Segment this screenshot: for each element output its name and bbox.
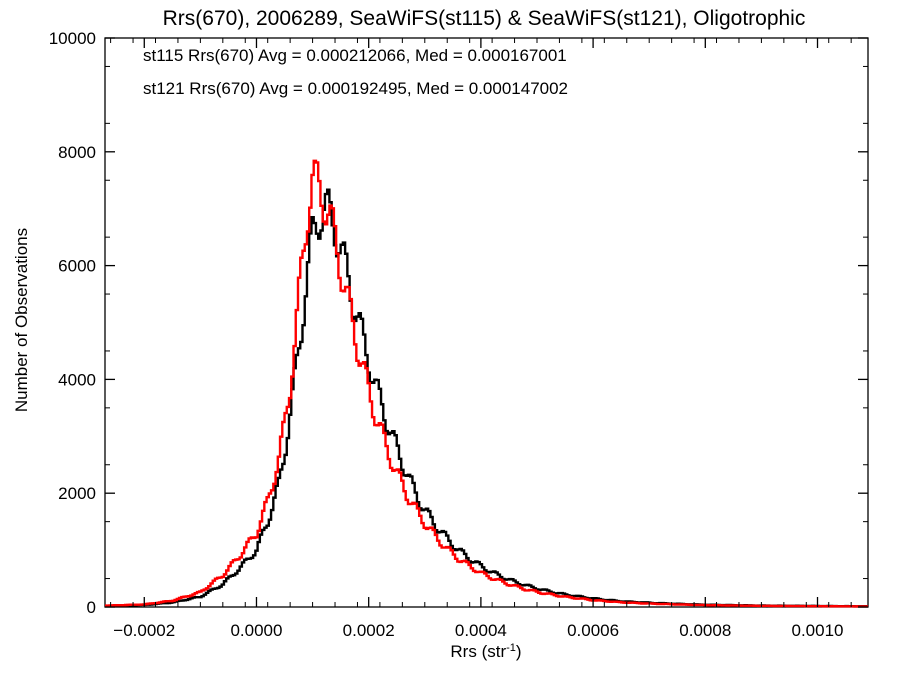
y-tick-label: 4000 bbox=[58, 370, 96, 389]
y-tick-label: 6000 bbox=[58, 257, 96, 276]
chart-title: Rrs(670), 2006289, SeaWiFS(st115) & SeaW… bbox=[163, 7, 806, 30]
x-tick-label: 0.0002 bbox=[343, 621, 395, 640]
x-tick-label: 0.0008 bbox=[679, 621, 731, 640]
series-line-1 bbox=[105, 188, 868, 608]
x-tick-label: 0.0004 bbox=[455, 621, 507, 640]
plot-border bbox=[104, 37, 869, 608]
legend: st115 Rrs(670) Avg = 0.000212066, Med = … bbox=[143, 46, 568, 98]
x-tick-label: 0.0010 bbox=[792, 621, 844, 640]
y-tick-label: 8000 bbox=[58, 143, 96, 162]
x-tick-label: 0.0000 bbox=[230, 621, 282, 640]
series-layer bbox=[105, 159, 868, 608]
x-axis-ticks: −0.0002 0.0000 0.0002 0.0004 0.0006 0.0008 0.0… bbox=[110, 38, 852, 640]
legend-entry: st121 Rrs(670) Avg = 0.000192495, Med = … bbox=[143, 79, 568, 98]
plot-frame bbox=[104, 37, 869, 608]
x-axis-label: Rrs (str-1) bbox=[450, 642, 521, 661]
series-line-2 bbox=[105, 159, 868, 608]
y-tick-label: 0 bbox=[87, 598, 96, 617]
y-tick-label: 2000 bbox=[58, 484, 96, 503]
y-tick-label: 10000 bbox=[49, 29, 96, 48]
legend-entry: st115 Rrs(670) Avg = 0.000212066, Med = … bbox=[143, 46, 567, 65]
x-tick-label: −0.0002 bbox=[113, 621, 175, 640]
x-tick-label: 0.0006 bbox=[567, 621, 619, 640]
y-axis-ticks: 0 2000 4000 6000 8000 10000 bbox=[49, 29, 868, 617]
y-axis-label: Number of Observations bbox=[12, 228, 31, 412]
